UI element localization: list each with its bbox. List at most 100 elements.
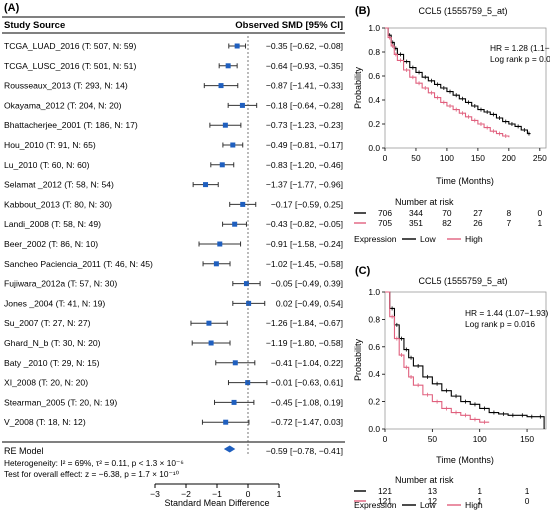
km-b-ylabel: Probability — [353, 66, 363, 109]
risk-count: 1 — [477, 486, 482, 496]
ci-text: −0.43 [−0.82, −0.05] — [266, 219, 343, 229]
km-b-annotation: HR = 1.28 (1.1−1.48) Log rank p = 0.001 — [490, 43, 550, 64]
ci-text: −0.17 [−0.59, 0.25] — [271, 199, 343, 209]
km-c-ylabel: Probability — [353, 338, 363, 381]
ci-text: −0.83 [−1.20, −0.46] — [266, 160, 343, 170]
km-y-tick-label: 1.0 — [368, 23, 380, 33]
km-c-curves: 0.0 0.2 0.4 0.6 0.8 1.0 0 50 100 150 — [368, 287, 545, 444]
forest-rows: TCGA_LUAD_2016 (T: 507, N: 59) −0.35 [−0.… — [4, 41, 343, 427]
study-label: Sancheo Paciencia_2011 (T: 46, N: 45) — [4, 259, 153, 269]
re-model-label: RE Model — [4, 446, 44, 456]
effect-point — [203, 182, 209, 188]
km-x-tick-label: 150 — [520, 434, 534, 444]
effect-point — [218, 83, 224, 89]
risk-count: 27 — [473, 208, 483, 218]
ci-text: −0.41 [−1.04, 0.22] — [271, 358, 343, 368]
forest-xlabel: Standard Mean Difference — [165, 498, 270, 508]
panel-label-c: (C) — [355, 265, 371, 277]
legend-label-low: Low — [420, 234, 437, 244]
km-x-tick-label: 250 — [533, 153, 547, 163]
risk-count: 12 — [428, 496, 438, 506]
effect-point — [217, 241, 223, 247]
study-label: Kabbout_2013 (T: 80, N: 30) — [4, 199, 112, 209]
km-b-curves: 0.0 0.2 0.4 0.6 0.8 1.0 0 50 100 150 200 250 — [368, 23, 547, 163]
ci-text: −0.72 [−1.47, 0.03] — [271, 417, 343, 427]
study-label: Fujiwara_2012a (T: 57, N: 30) — [4, 279, 117, 289]
effect-point — [208, 340, 214, 346]
risk-count: 26 — [473, 218, 483, 228]
risk-count: 7 — [507, 218, 512, 228]
risk-count: 1 — [537, 218, 542, 228]
km-y-tick-label: 0.8 — [368, 314, 380, 324]
ci-text: −0.91 [−1.58, −0.24] — [266, 239, 343, 249]
ci-text: −1.37 [−1.77, −0.96] — [266, 180, 343, 190]
km-y-tick-label: 0.6 — [368, 342, 380, 352]
km-c-xlabel: Time (Months) — [436, 455, 494, 465]
km-y-tick-label: 1.0 — [368, 287, 380, 297]
km-x-tick-label: 200 — [502, 153, 516, 163]
km-x-tick-label: 150 — [471, 153, 485, 163]
ci-text: −0.64 [−0.93, −0.35] — [266, 61, 343, 71]
km-y-tick-label: 0.2 — [368, 119, 380, 129]
km-b-risk-table: 706 344 70 27 8 0 705 351 82 26 7 1 — [354, 208, 542, 228]
effect-point — [234, 43, 240, 49]
study-label: Landi_2008 (T: 58, N: 49) — [4, 219, 101, 229]
study-label: Stearman_2005 (T: 20, N: 19) — [4, 397, 117, 407]
km-curve-high — [385, 27, 510, 138]
study-label: Beer_2002 (T: 86, N: 10) — [4, 239, 98, 249]
ci-text: −0.18 [−0.64, −0.28] — [266, 100, 343, 110]
km-b-risk-title: Number at risk — [395, 197, 454, 207]
header-observed-smd: Observed SMD [95% CI] — [235, 20, 343, 31]
risk-count: 13 — [428, 486, 438, 496]
effect-point — [239, 102, 245, 108]
forest-tick-label: −3 — [150, 489, 160, 499]
ci-text: −1.02 [−1.45, −0.58] — [266, 259, 343, 269]
km-c-hr-text: HR = 1.44 (1.07−1.93) — [465, 308, 549, 318]
km-y-tick-label: 0.4 — [368, 95, 380, 105]
ci-text: −0.87 [−1.41, −0.33] — [266, 81, 343, 91]
forest-x-axis: −3 −2 −1 0 1 — [150, 36, 282, 499]
ci-text: −1.26 [−1.84, −0.67] — [266, 318, 343, 328]
forest-tick-label: −2 — [181, 489, 191, 499]
forest-tick-label: −1 — [212, 489, 222, 499]
risk-count: 82 — [442, 218, 452, 228]
study-label: V_2008 (T: 18, N: 12) — [4, 417, 86, 427]
ci-text: −0.01 [−0.63, 0.61] — [271, 378, 343, 388]
risk-count: 121 — [378, 496, 392, 506]
header-study-source: Study Source — [4, 20, 65, 31]
risk-count: 351 — [409, 218, 423, 228]
study-label: Su_2007 (T: 27, N: 27) — [4, 318, 91, 328]
heterogeneity-text: Heterogeneity: I² = 69%, τ² = 0.11, p < … — [4, 458, 184, 468]
effect-point — [246, 300, 252, 306]
effect-point — [231, 399, 237, 405]
km-c-annotation: HR = 1.44 (1.07−1.93) Log rank p = 0.016 — [465, 308, 549, 329]
km-panel-b: (B) CCL5 (1555759_5_at) Probability 0.00… — [353, 5, 550, 244]
effect-point — [225, 63, 231, 69]
km-b-xlabel: Time (Months) — [436, 176, 494, 186]
risk-count: 8 — [507, 208, 512, 218]
legend-label-low: Low — [420, 500, 437, 510]
effect-point — [206, 320, 212, 326]
km-c-logrank-text: Log rank p = 0.016 — [465, 319, 535, 329]
study-label: Selamat _2012 (T: 58, N: 54) — [4, 180, 114, 190]
forest-tick-label: 1 — [277, 489, 282, 499]
legend-label-high: High — [465, 500, 483, 510]
study-label: Rousseaux_2013 (T: 293, N: 14) — [4, 81, 128, 91]
study-label: Lu_2010 (T: 60, N: 60) — [4, 160, 90, 170]
km-panel-c: (C) CCL5 (1555759_5_at) Probability 0.00… — [353, 265, 549, 510]
km-b-plot-frame — [384, 27, 547, 149]
risk-count: 121 — [378, 486, 392, 496]
km-y-tick-label: 0.0 — [368, 143, 380, 153]
km-x-tick-label: 0 — [383, 153, 388, 163]
re-model-ci-text: −0.59 [−0.78, −0.41] — [266, 446, 343, 456]
km-c-legend: Expression Low High — [354, 500, 483, 510]
effect-point — [232, 221, 238, 227]
km-y-tick-label: 0.4 — [368, 369, 380, 379]
ci-text: −1.19 [−1.80, −0.58] — [266, 338, 343, 348]
risk-count: 705 — [378, 218, 392, 228]
legend-label-high: High — [465, 234, 483, 244]
ci-text: −0.45 [−1.08, 0.19] — [271, 397, 343, 407]
km-x-tick-label: 100 — [473, 434, 487, 444]
panel-label-b: (B) — [355, 5, 371, 17]
